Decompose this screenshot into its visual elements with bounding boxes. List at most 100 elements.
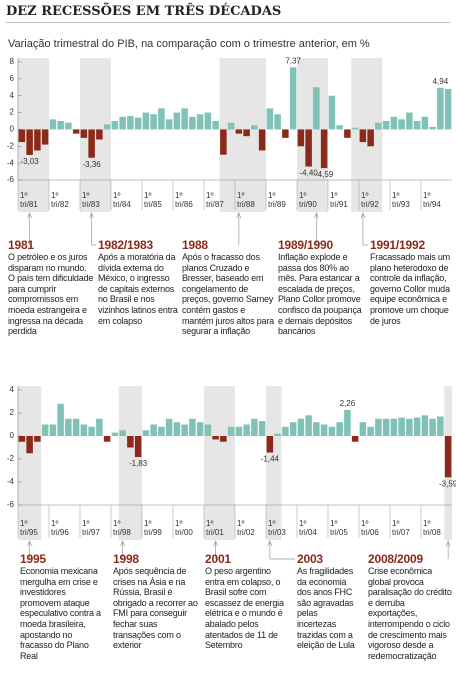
x-tick-label: tri/94: [423, 200, 441, 209]
quarter-mark: 1º: [82, 519, 89, 528]
bar: [297, 129, 305, 147]
bar: [18, 129, 26, 143]
bar: [344, 129, 351, 138]
bar: [351, 436, 359, 442]
x-tick-label: tri/03: [268, 528, 286, 537]
bar: [158, 426, 165, 436]
bar: [196, 114, 204, 130]
x-tick-label: tri/85: [144, 200, 162, 209]
bar: [282, 426, 289, 436]
quarter-mark: 1º: [237, 191, 244, 200]
quarter-mark: 1º: [392, 519, 399, 528]
bar: [212, 121, 219, 130]
bar: [65, 122, 72, 130]
bar: [398, 119, 405, 130]
x-tick-label: tri/08: [423, 528, 441, 537]
bar: [313, 422, 320, 436]
quarter-mark: 1º: [51, 191, 58, 200]
annotation-text: Após a moratória da dívida externa do Mé…: [98, 252, 178, 326]
bar: [80, 424, 88, 436]
bar: [88, 129, 95, 158]
bar: [305, 415, 312, 436]
quarter-mark: 1º: [113, 519, 120, 528]
value-label: 2,26: [340, 399, 356, 408]
y-tick-label: 0: [10, 125, 15, 134]
x-tick-label: tri/95: [20, 528, 38, 537]
bar: [173, 422, 181, 436]
quarter-mark: 1º: [330, 519, 337, 528]
bar: [41, 424, 49, 436]
x-tick-label: tri/90: [299, 200, 317, 209]
bar: [297, 418, 305, 436]
annotation: 2001 O peso argentino entra em colapso, o…: [205, 552, 291, 651]
y-tick-label: 8: [10, 57, 15, 66]
annotation-year: 1988: [182, 238, 208, 252]
bar: [367, 426, 374, 436]
bar: [57, 121, 64, 130]
annotation: 1982/1983 Após a moratória da dívida exte…: [98, 238, 178, 326]
bar: [127, 115, 134, 130]
annotation-year: 1982/1983: [98, 238, 153, 252]
bar: [282, 129, 289, 138]
bar: [26, 436, 33, 454]
bar: [119, 116, 126, 130]
bar: [65, 418, 72, 436]
quarter-mark: 1º: [268, 191, 275, 200]
annotation-text: Inflação explode e passa dos 80% ao mês.…: [278, 252, 362, 337]
annotation-year: 1991/1992: [370, 238, 425, 252]
x-tick-label: tri/01: [206, 528, 224, 537]
bar: [251, 125, 258, 130]
quarter-mark: 1º: [82, 191, 89, 200]
bar: [320, 129, 328, 169]
bar: [258, 421, 266, 436]
bar: [165, 119, 173, 130]
annotation-text: Fracassado mais um plano heterodoxo de c…: [370, 252, 450, 326]
leader-arrow: [213, 540, 218, 547]
bar: [258, 129, 266, 151]
x-tick-label: tri/97: [82, 528, 100, 537]
quarter-mark: 1º: [206, 191, 213, 200]
annotation: 1991/1992 Fracassado mais um plano hetero…: [370, 238, 454, 326]
quarter-mark: 1º: [20, 191, 27, 200]
annotation-leader: [362, 214, 368, 246]
annotation-year: 1989/1990: [278, 238, 333, 252]
x-tick-label: tri/99: [144, 528, 162, 537]
bar: [142, 430, 150, 436]
bar: [227, 426, 235, 436]
leader-arrow: [445, 540, 451, 547]
bar: [266, 436, 274, 453]
bar: [344, 410, 351, 436]
x-tick-label: tri/83: [82, 200, 100, 209]
quarter-mark: 1º: [423, 519, 430, 528]
bar: [134, 436, 142, 458]
bar: [444, 88, 452, 130]
annotation-text: Crise econômica global provoca paralisaç…: [368, 566, 452, 661]
annotation-leader: [238, 214, 240, 245]
annotation-text: Após sequência de crises na Ásia e na Rú…: [113, 566, 198, 651]
quarter-mark: 1º: [113, 191, 120, 200]
recession-band: [118, 386, 142, 540]
leader-arrow: [314, 212, 319, 219]
quarter-mark: 1º: [361, 519, 368, 528]
bar: [103, 124, 111, 130]
annotation-text: O petróleo e os juros disparam no mundo.…: [8, 252, 94, 337]
bar: [204, 424, 212, 436]
x-tick-label: tri/91: [330, 200, 348, 209]
bar: [289, 67, 297, 130]
bar: [328, 426, 336, 436]
bar: [390, 418, 398, 436]
bar: [421, 116, 429, 130]
bar: [181, 424, 188, 436]
annotation-year: 1998: [113, 552, 139, 566]
x-tick-label: tri/02: [237, 528, 255, 537]
annotation-leader: [447, 542, 449, 559]
leader-arrow: [120, 540, 125, 547]
y-tick-label: 4: [10, 385, 15, 394]
bar: [134, 117, 142, 130]
quarter-mark: 1º: [299, 519, 306, 528]
quarter-mark: 1º: [20, 519, 27, 528]
y-tick-label: 6: [10, 74, 15, 83]
leader-arrow: [27, 540, 32, 547]
annotation-leader: [269, 542, 295, 560]
